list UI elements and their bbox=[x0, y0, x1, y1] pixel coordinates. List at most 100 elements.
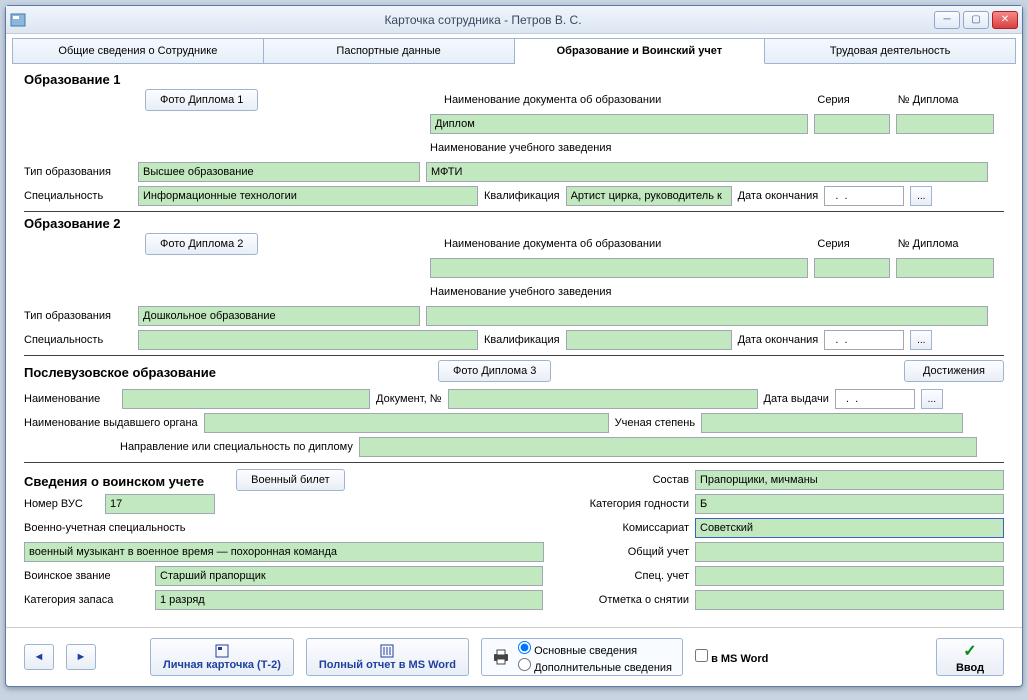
tab-bar: Общие сведения о Сотруднике Паспортные д… bbox=[12, 38, 1016, 64]
edu2-qual-field[interactable] bbox=[566, 330, 732, 350]
edu2-inst-field[interactable] bbox=[426, 306, 988, 326]
mil-spec-field[interactable] bbox=[24, 542, 544, 562]
edu1-dipno-label: № Диплома bbox=[898, 94, 959, 106]
edu2-end-date-button[interactable]: ... bbox=[910, 330, 932, 350]
edu2-series-label: Серия bbox=[817, 238, 849, 250]
mil-komm-label: Комиссариат bbox=[574, 522, 689, 534]
mil-fit-field[interactable] bbox=[695, 494, 1004, 514]
post-name-label: Наименование bbox=[24, 393, 116, 405]
mil-fit-label: Категория годности bbox=[574, 498, 689, 510]
edu2-end-field[interactable] bbox=[824, 330, 904, 350]
post-issuer-label: Наименование выдавшего органа bbox=[24, 417, 198, 429]
enter-button[interactable]: ✓ Ввод bbox=[936, 638, 1004, 676]
mil-gen-label: Общий учет bbox=[574, 546, 689, 558]
check-icon: ✓ bbox=[963, 641, 976, 661]
post-date-field[interactable] bbox=[835, 389, 915, 409]
mil-rank-label: Воинское звание bbox=[24, 570, 149, 582]
app-window: Карточка сотрудника - Петров В. С. ─ ▢ ✕… bbox=[5, 5, 1023, 687]
achievements-button[interactable]: Достижения bbox=[904, 360, 1004, 382]
edu2-photo-button[interactable]: Фото Диплома 2 bbox=[145, 233, 258, 255]
divider-3 bbox=[24, 462, 1004, 463]
radio-extra-option[interactable]: Дополнительные сведения bbox=[518, 658, 672, 674]
tab-general[interactable]: Общие сведения о Сотруднике bbox=[12, 38, 264, 64]
edu2-end-label: Дата окончания bbox=[738, 334, 819, 346]
edu1-qual-field[interactable] bbox=[566, 186, 732, 206]
full-report-button[interactable]: Полный отчет в MS Word bbox=[306, 638, 469, 676]
post-doc-label: Документ, № bbox=[376, 393, 442, 405]
footer-bar: ◄ ► Личная карточка (Т-2) Полный отчет в… bbox=[6, 627, 1022, 686]
minimize-button[interactable]: ─ bbox=[934, 11, 960, 29]
divider-1 bbox=[24, 211, 1004, 212]
tab-work[interactable]: Трудовая деятельность bbox=[765, 38, 1016, 64]
radio-main-option[interactable]: Основные сведения bbox=[518, 641, 672, 657]
post-name-field[interactable] bbox=[122, 389, 370, 409]
maximize-button[interactable]: ▢ bbox=[963, 11, 989, 29]
mil-off-label: Отметка о снятии bbox=[574, 594, 689, 606]
full-report-label: Полный отчет в MS Word bbox=[319, 659, 456, 671]
mil-ticket-button[interactable]: Военный билет bbox=[236, 469, 344, 491]
edu2-docname-label: Наименование документа об образовании bbox=[444, 238, 661, 250]
edu1-spec-field[interactable] bbox=[138, 186, 478, 206]
edu2-docname-field[interactable] bbox=[430, 258, 808, 278]
edu2-series-field[interactable] bbox=[814, 258, 890, 278]
mil-reserve-field[interactable] bbox=[155, 590, 543, 610]
mil-vus-label: Номер ВУС bbox=[24, 498, 99, 510]
edu2-type-field[interactable] bbox=[138, 306, 420, 326]
edu1-heading: Образование 1 bbox=[24, 72, 1004, 87]
app-icon bbox=[10, 12, 26, 28]
enter-label: Ввод bbox=[956, 662, 984, 674]
post-degree-label: Ученая степень bbox=[615, 417, 695, 429]
edu1-end-field[interactable] bbox=[824, 186, 904, 206]
edu1-inst-field[interactable] bbox=[426, 162, 988, 182]
tab-education[interactable]: Образование и Воинский учет bbox=[515, 38, 766, 64]
post-issuer-field[interactable] bbox=[204, 413, 609, 433]
mil-rank-field[interactable] bbox=[155, 566, 543, 586]
edu2-qual-label: Квалификация bbox=[484, 334, 560, 346]
edu1-photo-button[interactable]: Фото Диплома 1 bbox=[145, 89, 258, 111]
edu1-series-field[interactable] bbox=[814, 114, 890, 134]
edu1-type-label: Тип образования bbox=[24, 166, 132, 178]
edu2-type-label: Тип образования bbox=[24, 310, 132, 322]
edu2-inst-label: Наименование учебного заведения bbox=[430, 286, 611, 298]
content-area: Образование 1 Фото Диплома 1 Наименовани… bbox=[6, 64, 1022, 621]
personal-card-label: Личная карточка (Т-2) bbox=[163, 659, 281, 671]
tab-passport[interactable]: Паспортные данные bbox=[264, 38, 515, 64]
edu1-end-date-button[interactable]: ... bbox=[910, 186, 932, 206]
prev-record-button[interactable]: ◄ bbox=[24, 644, 54, 670]
edu2-dipno-label: № Диплома bbox=[898, 238, 959, 250]
report-options-group: Основные сведения Дополнительные сведени… bbox=[481, 638, 683, 676]
mil-sp-label: Спец. учет bbox=[574, 570, 689, 582]
mil-vus-field[interactable] bbox=[105, 494, 215, 514]
msword-checkbox[interactable]: в MS Word bbox=[695, 649, 768, 665]
edu2-dipno-field[interactable] bbox=[896, 258, 994, 278]
post-dir-label: Направление или специальность по диплому bbox=[120, 441, 353, 453]
mil-off-field[interactable] bbox=[695, 590, 1004, 610]
post-degree-field[interactable] bbox=[701, 413, 963, 433]
edu1-inst-label: Наименование учебного заведения bbox=[430, 142, 611, 154]
mil-spec-label: Военно-учетная специальность bbox=[24, 522, 185, 534]
close-button[interactable]: ✕ bbox=[992, 11, 1018, 29]
mil-comp-label: Состав bbox=[574, 474, 689, 486]
post-doc-field[interactable] bbox=[448, 389, 758, 409]
mil-heading: Сведения о воинском учете bbox=[24, 474, 204, 489]
post-heading: Послевузовское образование bbox=[24, 365, 216, 380]
mil-sp-field[interactable] bbox=[695, 566, 1004, 586]
post-photo-button[interactable]: Фото Диплома 3 bbox=[438, 360, 551, 382]
edu1-series-label: Серия bbox=[817, 94, 849, 106]
next-record-button[interactable]: ► bbox=[66, 644, 96, 670]
post-date-label: Дата выдачи bbox=[764, 393, 829, 405]
edu1-type-field[interactable] bbox=[138, 162, 420, 182]
report-icon bbox=[380, 644, 394, 658]
post-dir-field[interactable] bbox=[359, 437, 977, 457]
mil-comp-field[interactable] bbox=[695, 470, 1004, 490]
personal-card-button[interactable]: Личная карточка (Т-2) bbox=[150, 638, 294, 676]
mil-gen-field[interactable] bbox=[695, 542, 1004, 562]
post-date-button[interactable]: ... bbox=[921, 389, 943, 409]
edu1-spec-label: Специальность bbox=[24, 190, 132, 202]
edu1-dipno-field[interactable] bbox=[896, 114, 994, 134]
edu1-docname-label: Наименование документа об образовании bbox=[444, 94, 661, 106]
edu2-spec-field[interactable] bbox=[138, 330, 478, 350]
edu1-docname-field[interactable] bbox=[430, 114, 808, 134]
edu2-heading: Образование 2 bbox=[24, 216, 1004, 231]
mil-komm-field[interactable] bbox=[695, 518, 1004, 538]
